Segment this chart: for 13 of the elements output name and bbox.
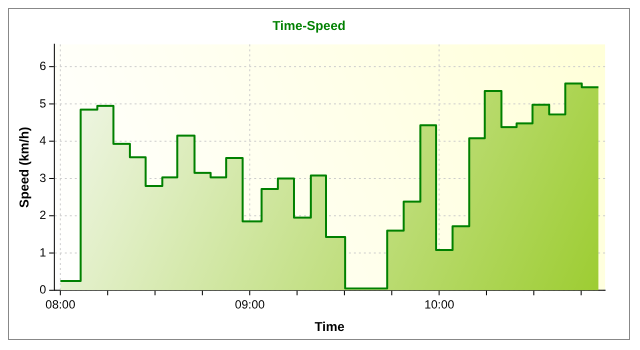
y-tick-label: 5	[40, 96, 47, 110]
x-axis-title: Time	[314, 318, 345, 334]
chart-title: Time-Speed	[272, 18, 346, 34]
y-axis-title: Speed (km/h)	[16, 126, 32, 208]
y-tick-label: 0	[40, 282, 47, 297]
y-tick-label: 4	[40, 134, 47, 148]
y-tick-label: 1	[40, 245, 47, 260]
y-tick-label: 3	[40, 170, 47, 185]
y-tick-label: 6	[40, 59, 47, 74]
x-tick-label: 08:00	[45, 298, 76, 312]
x-tick-label: 09:00	[234, 298, 266, 312]
x-tick-label: 10:00	[424, 298, 455, 312]
y-tick-label: 2	[40, 208, 47, 222]
